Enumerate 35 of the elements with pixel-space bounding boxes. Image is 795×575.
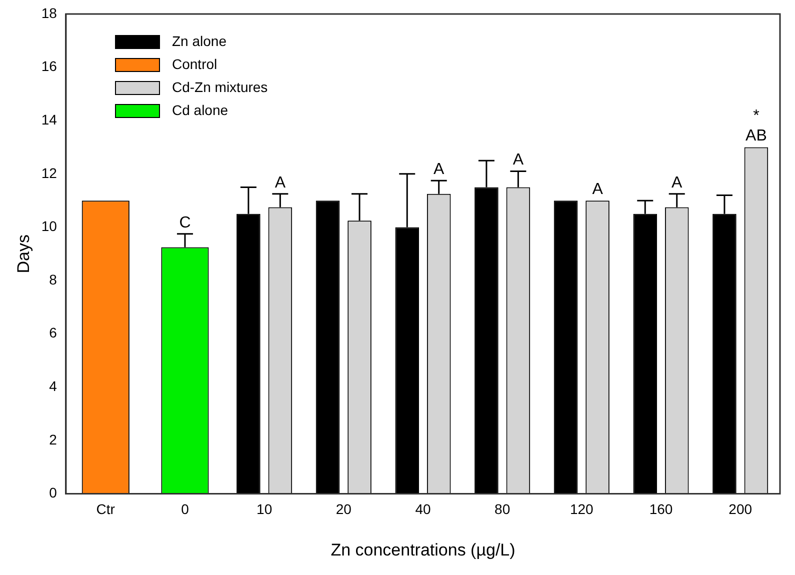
- bar: [554, 200, 578, 494]
- y-tick-label: 2: [49, 431, 58, 448]
- y-axis-title: Days: [14, 234, 33, 274]
- x-tick-label: 40: [415, 501, 431, 518]
- y-tick-label: 18: [41, 4, 58, 21]
- y-tick-label: 4: [49, 378, 58, 394]
- x-tick-label: 200: [728, 501, 752, 518]
- y-tick-label: 10: [41, 218, 58, 234]
- legend-label: Cd alone: [172, 101, 228, 120]
- x-tick-label: Ctr: [96, 501, 116, 518]
- data-label: C: [179, 214, 191, 232]
- data-label: A: [434, 161, 445, 178]
- legend-label: Control: [172, 55, 218, 74]
- data-label: AB: [746, 128, 767, 145]
- data-label: A: [672, 174, 683, 192]
- x-tick-label: 10: [256, 501, 272, 518]
- data-label: A: [274, 174, 286, 192]
- legend-label: Cd-Zn mixtures: [172, 78, 268, 97]
- x-tick-label: 160: [649, 501, 673, 518]
- annotation: *: [753, 108, 760, 125]
- x-tick-label: 80: [494, 501, 510, 518]
- x-axis-title: Zn concentrations (µg/L): [330, 540, 516, 560]
- y-tick-label: 0: [49, 484, 58, 501]
- data-label: A: [512, 152, 524, 169]
- legend-label: Zn alone: [172, 32, 226, 51]
- x-tick-label: 120: [570, 501, 594, 518]
- data-label: A: [592, 180, 604, 198]
- x-tick-label: 20: [336, 501, 352, 518]
- y-tick-label: 16: [41, 58, 58, 74]
- y-tick-label: 14: [41, 111, 58, 128]
- bar: [316, 200, 340, 494]
- y-tick-label: 6: [49, 324, 58, 341]
- y-tick-label: 12: [41, 164, 58, 181]
- x-tick-label: 0: [181, 501, 190, 518]
- y-tick-label: 8: [49, 271, 58, 288]
